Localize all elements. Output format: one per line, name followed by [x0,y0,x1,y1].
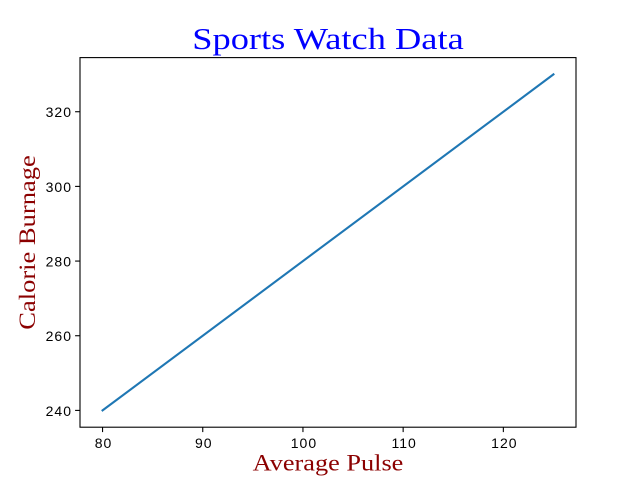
svg-text:90: 90 [195,435,213,451]
svg-text:80: 80 [95,435,113,451]
svg-text:300: 300 [46,179,72,195]
svg-text:110: 110 [391,435,416,451]
svg-text:260: 260 [46,328,72,344]
svg-text:Average Pulse: Average Pulse [253,451,404,476]
svg-text:Calorie Burnage: Calorie Burnage [16,155,41,329]
svg-text:320: 320 [46,104,72,120]
svg-text:120: 120 [491,435,517,451]
svg-text:240: 240 [46,403,72,419]
svg-text:100: 100 [291,435,317,451]
svg-text:280: 280 [46,254,72,270]
svg-text:Sports Watch Data: Sports Watch Data [192,23,463,57]
